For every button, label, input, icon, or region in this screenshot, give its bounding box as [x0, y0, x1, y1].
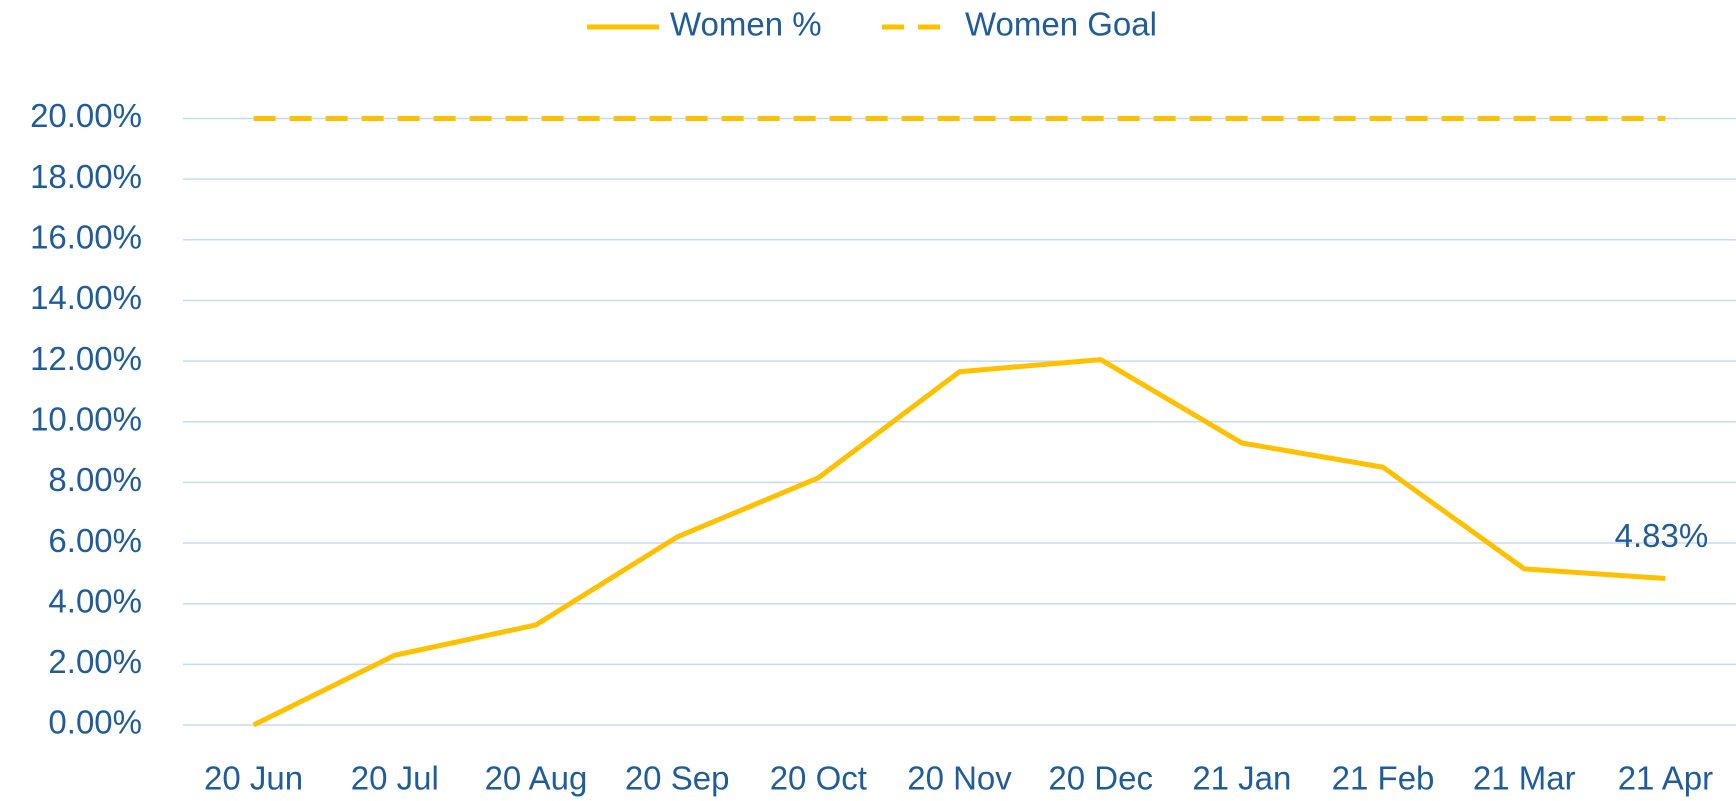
data-label: 4.83% [1615, 517, 1709, 554]
y-tick-label: 0.00% [48, 704, 142, 741]
x-tick-label: 20 Sep [625, 760, 730, 797]
x-tick-label: 21 Mar [1473, 760, 1576, 797]
x-tick-label: 21 Jan [1192, 760, 1291, 797]
legend-label: Women % [670, 6, 822, 43]
y-tick-label: 2.00% [48, 643, 142, 680]
y-tick-label: 20.00% [30, 97, 142, 134]
y-tick-label: 14.00% [30, 279, 142, 316]
y-tick-label: 6.00% [48, 522, 142, 559]
x-tick-label: 21 Apr [1618, 760, 1713, 797]
y-tick-label: 18.00% [30, 158, 142, 195]
x-tick-label: 20 Nov [907, 760, 1012, 797]
x-tick-label: 20 Jul [351, 760, 439, 797]
x-tick-label: 20 Oct [770, 760, 867, 797]
x-tick-label: 20 Jun [204, 760, 303, 797]
y-tick-label: 10.00% [30, 400, 142, 437]
series-line [252, 357, 1666, 728]
x-tick-label: 20 Aug [485, 760, 588, 797]
y-tick-label: 16.00% [30, 219, 142, 256]
y-tick-label: 4.00% [48, 582, 142, 619]
legend-label: Women Goal [965, 6, 1157, 43]
x-tick-label: 20 Dec [1048, 760, 1153, 797]
y-tick-label: 8.00% [48, 461, 142, 498]
x-tick-label: 21 Feb [1332, 760, 1435, 797]
y-tick-label: 12.00% [30, 340, 142, 377]
